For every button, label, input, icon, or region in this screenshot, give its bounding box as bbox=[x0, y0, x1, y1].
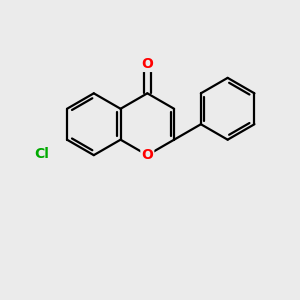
Text: O: O bbox=[141, 148, 153, 162]
Text: O: O bbox=[141, 57, 153, 71]
Text: Cl: Cl bbox=[34, 147, 49, 161]
